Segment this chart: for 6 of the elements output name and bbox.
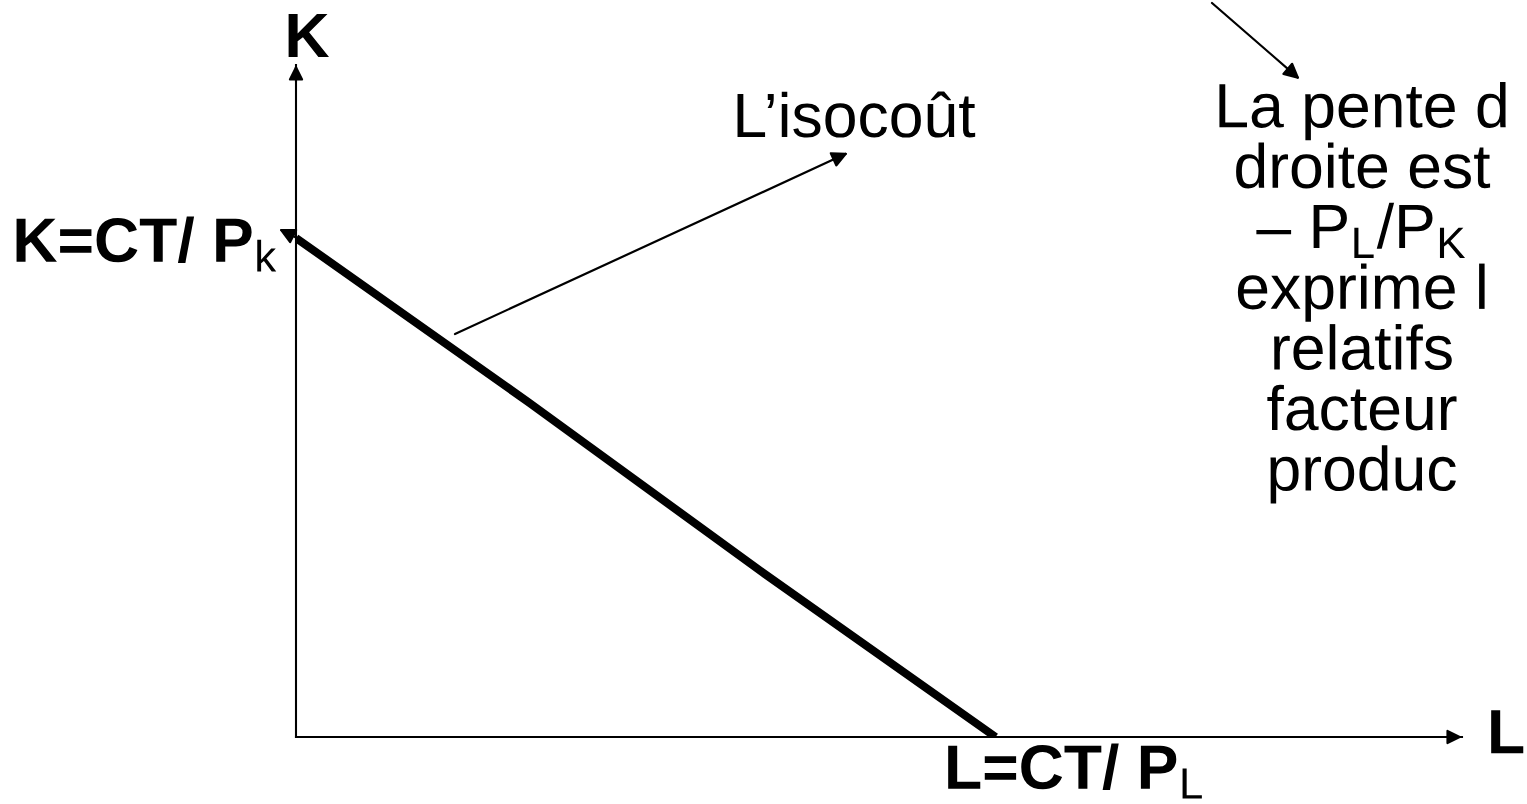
text: La pente d droite est – P$_{L}$/P$_{K}$ exprime l relatifs facteur produc (1219, 82, 1506, 504)
text: K=CT/ P$_{k}$ (16, 216, 277, 272)
text: L’isocoût (737, 91, 976, 138)
text: L=CT/ P$_{L}$ (948, 743, 1202, 799)
x-axis-title: L (1491, 710, 1524, 754)
y-axis-title: K (288, 14, 329, 57)
